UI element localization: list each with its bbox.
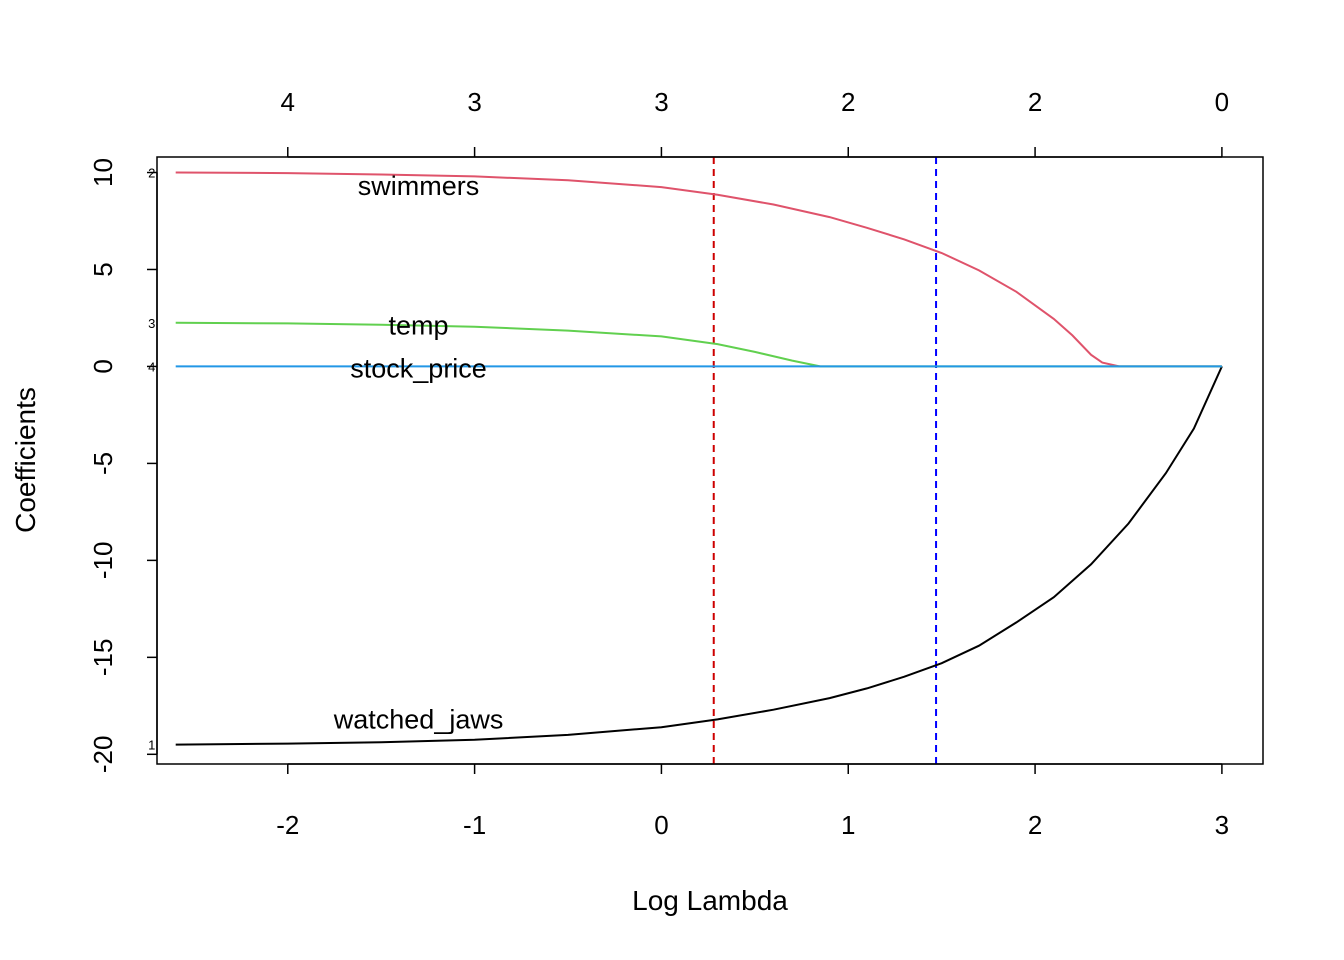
y-tick-label: 5 <box>88 262 118 276</box>
y-axis-title: Coefficients <box>10 387 41 533</box>
top-tick-label: 0 <box>1215 87 1229 117</box>
x-tick-label: 2 <box>1028 810 1042 840</box>
x-tick-label: -1 <box>463 810 486 840</box>
reference-lines <box>712 157 938 764</box>
series-index-label-watched_jaws: 1 <box>148 738 155 753</box>
plot-frame <box>156 156 1264 765</box>
y-tick-label: -15 <box>88 639 118 677</box>
series-line-watched_jaws <box>175 365 1223 746</box>
x-axis-title: Log Lambda <box>632 885 788 916</box>
y-tick-label: 10 <box>88 158 118 187</box>
top-tick-label: 4 <box>281 87 295 117</box>
x-tick-label: -2 <box>276 810 299 840</box>
x-axis: -2 -1 0 1 2 3 <box>276 763 1229 840</box>
series-label-temp: temp <box>389 311 449 341</box>
series-index-label-temp: 3 <box>148 316 155 331</box>
series-label-swimmers: swimmers <box>358 171 480 201</box>
x-tick-label: 3 <box>1215 810 1229 840</box>
top-tick-label: 2 <box>841 87 855 117</box>
y-tick-label: 0 <box>88 359 118 373</box>
x-tick-label: 0 <box>654 810 668 840</box>
y-tick-label: -5 <box>88 452 118 475</box>
top-tick-label: 3 <box>467 87 481 117</box>
y-axis: 10 5 0 -5 -10 -15 -20 <box>88 158 158 774</box>
series-label-stock_price: stock_price <box>350 353 487 383</box>
series-line-temp <box>175 321 1222 368</box>
y-tick-label: -10 <box>88 542 118 580</box>
y-tick-label: -20 <box>88 736 118 774</box>
top-axis: 4 3 3 2 2 0 <box>281 87 1229 158</box>
top-tick-label: 2 <box>1028 87 1042 117</box>
series-line-swimmers <box>175 171 1222 368</box>
top-tick-label: 3 <box>654 87 668 117</box>
x-tick-label: 1 <box>841 810 855 840</box>
series-label-watched_jaws: watched_jaws <box>333 704 504 734</box>
